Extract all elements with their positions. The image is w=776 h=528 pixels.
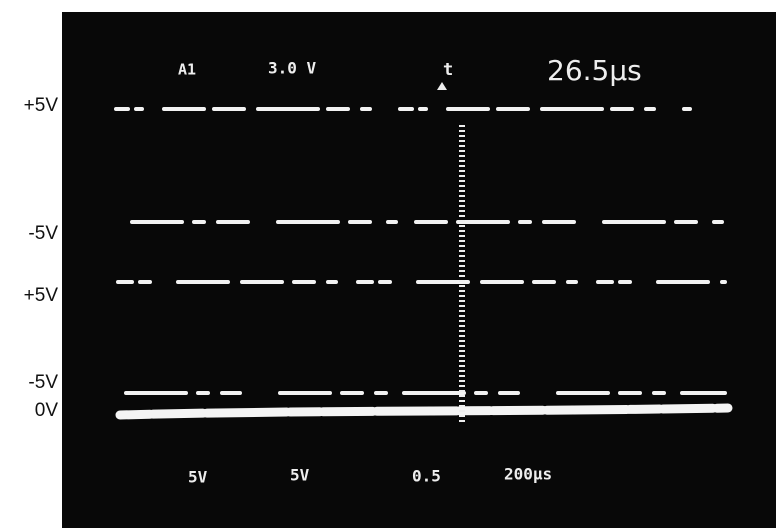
- voltage-label: -5V: [28, 372, 58, 393]
- trigger-readout: t: [443, 60, 453, 80]
- bottom-readout: 200µs: [504, 465, 552, 484]
- voltage-label: +5V: [24, 95, 59, 116]
- scale-readout: 3.0 V: [268, 59, 317, 78]
- bottom-readout: 0.5: [412, 467, 441, 486]
- voltage-label: 0V: [35, 400, 59, 421]
- voltage-label: +5V: [24, 285, 59, 306]
- voltage-label: -5V: [28, 223, 58, 244]
- channel-readout: A1: [178, 61, 196, 79]
- bottom-readout: 5V: [188, 468, 208, 487]
- scope-screen: [62, 12, 776, 528]
- bottom-readout: 5V: [290, 466, 310, 485]
- oscilloscope-figure: +5V -5V +5V -5V 0V A1 3.0 V t 26.5µs 5V …: [0, 0, 776, 528]
- time-readout: 26.5µs: [547, 54, 642, 87]
